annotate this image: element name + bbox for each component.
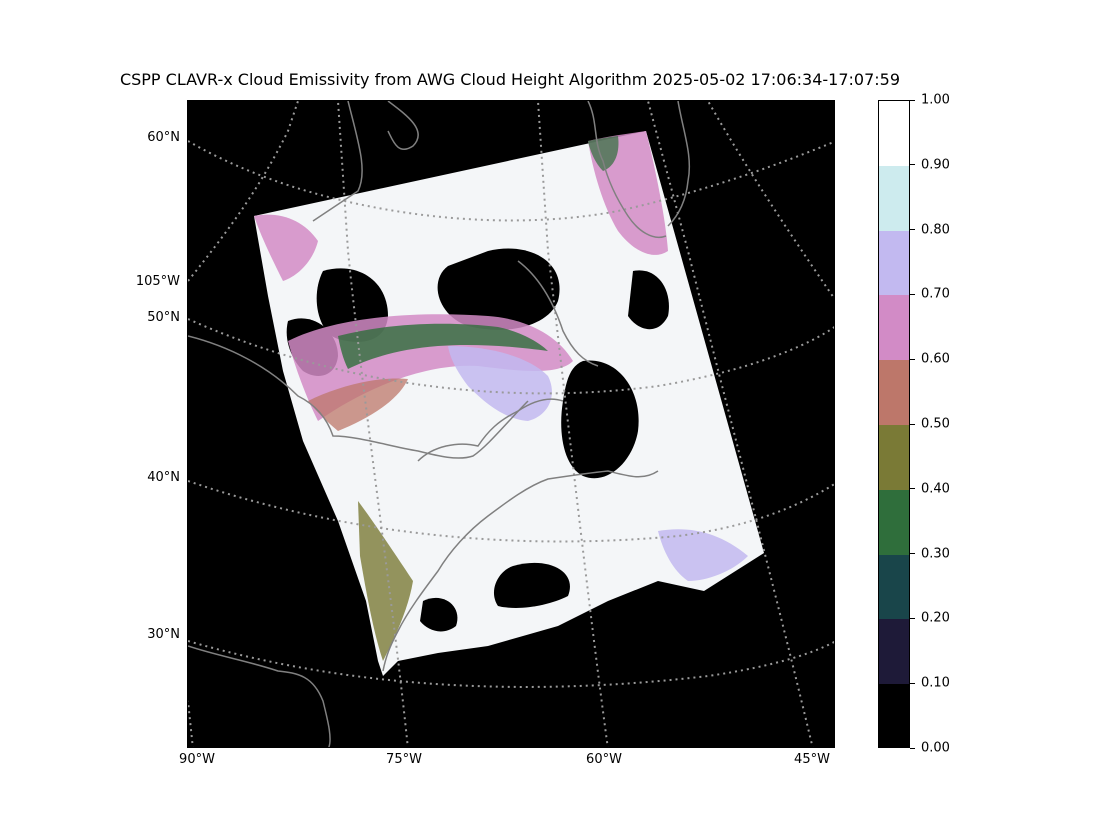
great-lakes — [417, 398, 564, 462]
lon-label-60w: 60°W — [586, 752, 622, 767]
colorbar-segment — [879, 230, 909, 296]
cloud-band-rose — [308, 378, 408, 431]
lat-label-30n: 30°N — [147, 627, 180, 642]
lon-label-45w: 45°W — [794, 752, 830, 767]
lat-label-40n: 40°N — [147, 470, 180, 485]
meridian-30w — [707, 101, 834, 300]
cloud-west-magenta — [254, 214, 318, 281]
colorbar-segment — [879, 360, 909, 425]
clear-region — [561, 360, 639, 479]
clear-region — [420, 597, 458, 632]
coastlines — [188, 101, 691, 747]
colorbar-tick-label: 0.70 — [921, 286, 950, 302]
colorbar-tick — [910, 423, 915, 425]
colorbar-segment — [879, 425, 909, 490]
gulf-st-lawrence — [517, 260, 599, 367]
lon-label-75w: 75°W — [386, 752, 422, 767]
clear-region — [437, 248, 560, 330]
us-canada-border — [188, 335, 529, 459]
colorbar-tick — [910, 293, 915, 295]
parallel-30n — [188, 640, 834, 688]
colorbar-tick — [910, 682, 915, 684]
cloud-swath — [254, 131, 764, 676]
colorbar-tick-label: 0.50 — [921, 416, 950, 432]
colorbar-segment — [879, 684, 909, 747]
labrador-coast — [587, 101, 667, 238]
meridian-90w — [188, 700, 194, 747]
colorbar-segment — [879, 554, 909, 620]
colorbar-tick-label: 0.30 — [921, 546, 950, 562]
greenland-coast — [667, 101, 691, 227]
colorbar-tick-label: 0.10 — [921, 675, 950, 691]
cloud-band-green — [338, 323, 548, 369]
meridian-45w — [647, 101, 814, 747]
colorbar-segment — [879, 489, 909, 555]
clear-region — [628, 270, 669, 330]
colorbar-tick — [910, 747, 915, 749]
colorbar-tick — [910, 488, 915, 490]
colorbar-tick-label: 0.20 — [921, 610, 950, 626]
colorbar — [878, 100, 910, 748]
graticule — [188, 101, 834, 747]
baffin-coast — [387, 101, 419, 151]
colorbar-tick — [910, 553, 915, 555]
colorbar-tick — [910, 617, 915, 619]
colorbar-segment — [879, 101, 909, 166]
florida-coast — [188, 645, 331, 747]
clear-region — [493, 562, 570, 608]
cloud-south-lavender — [658, 529, 748, 581]
plot-title: CSPP CLAVR-x Cloud Emissivity from AWG C… — [119, 70, 901, 89]
colorbar-segment — [879, 165, 909, 231]
colorbar-tick-label: 0.80 — [921, 222, 950, 238]
colorbar-tick — [910, 164, 915, 166]
lon-label-90w: 90°W — [179, 752, 215, 767]
cloud-south-green — [358, 501, 413, 661]
map-svg — [188, 101, 834, 747]
colorbar-segment — [879, 619, 909, 685]
map-panel — [187, 100, 835, 748]
cloud-east-green — [588, 136, 619, 171]
lat-label-50n: 50°N — [147, 310, 180, 325]
colorbar-tick — [910, 99, 915, 101]
parallel-60n — [188, 140, 834, 222]
colorbar-tick-label: 0.40 — [921, 481, 950, 497]
lat-label-60n: 60°N — [147, 130, 180, 145]
meridian-105w — [188, 101, 299, 282]
colorbar-tick-label: 0.60 — [921, 351, 950, 367]
meridian-75w — [337, 101, 409, 747]
lon-label-105w: 105°W — [135, 274, 180, 289]
atlantic-coast — [382, 470, 659, 672]
colorbar-segment — [879, 295, 909, 361]
colorbar-tick — [910, 229, 915, 231]
colorbar-tick — [910, 358, 915, 360]
meridian-60w — [537, 101, 609, 747]
colorbar-tick-label: 0.90 — [921, 157, 950, 173]
colorbar-tick-label: 0.00 — [921, 740, 950, 756]
colorbar-tick-label: 1.00 — [921, 92, 950, 108]
hudson-bay — [312, 101, 363, 222]
